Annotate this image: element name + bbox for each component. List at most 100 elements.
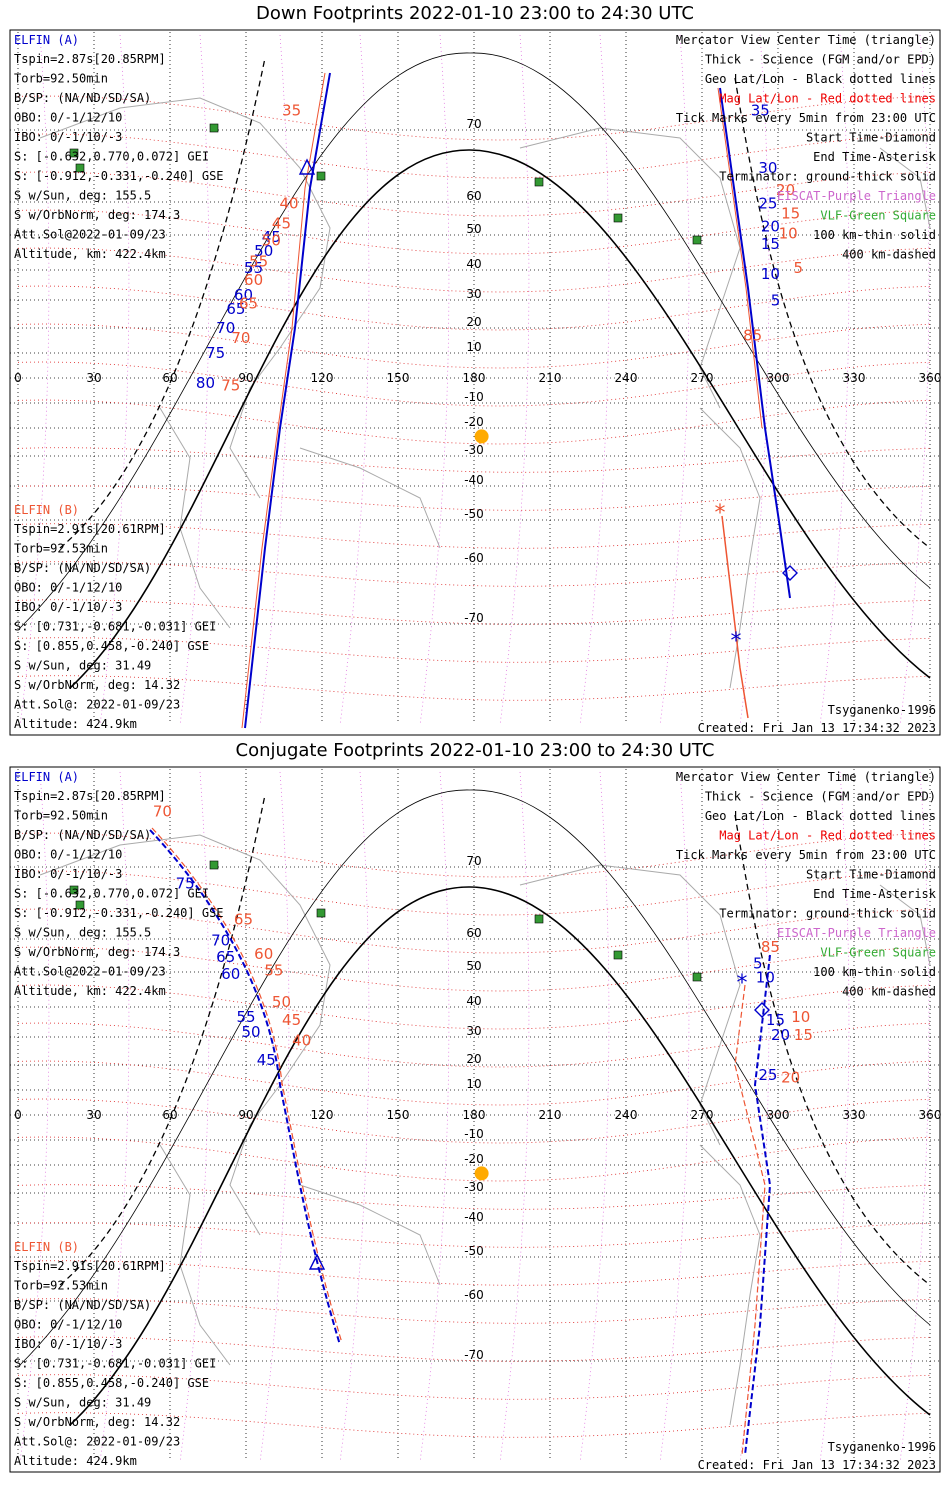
legend-line: Geo Lat/Lon - Black dotted lines <box>705 809 936 823</box>
legend-line: Terminator: ground-thick solid <box>719 170 936 184</box>
info-line-a: B/SP: (NA/ND/SD/SA) <box>14 828 151 842</box>
lat-tick-label: -60 <box>464 1288 484 1302</box>
lat-tick-label: 70 <box>466 117 481 131</box>
track-tick-label: 80 <box>196 374 215 392</box>
info-line-b: Tspin=2.91s[20.61RPM] <box>14 1259 166 1273</box>
lat-tick-label: -20 <box>464 1152 484 1166</box>
mag-lat-line <box>17 95 931 141</box>
vlf-station-square <box>316 171 326 181</box>
track-tick-label: 40 <box>292 1031 311 1049</box>
vlf-station-square <box>692 972 702 982</box>
mag-lat-line <box>17 908 931 954</box>
mag-lon-line <box>419 34 450 726</box>
start-diamond <box>754 1002 770 1018</box>
mag-lat-line <box>17 637 931 663</box>
track-tick-label: 70 <box>153 803 172 821</box>
map-frame <box>9 766 941 1473</box>
lat-tick-label: -10 <box>464 1127 484 1141</box>
mag-lat-line <box>17 599 931 625</box>
elfin-a-track-west <box>244 72 331 729</box>
track-tick-label: 25 <box>758 195 777 213</box>
track-tick-label: 45 <box>262 228 281 246</box>
mag-lat-line <box>17 285 931 331</box>
track-tick-label: 45 <box>272 214 291 232</box>
mag-lon-line <box>179 34 210 726</box>
info-line-b: S: [0.731,-0.681,-0.031] GEI <box>14 620 216 634</box>
track-tick-label: 35 <box>282 102 301 120</box>
lat-tick-label: -70 <box>464 611 484 625</box>
legend-line: Mag Lat/Lon - Red dotted lines <box>719 829 936 843</box>
track-tick-label: 15 <box>794 1026 813 1044</box>
vlf-station-square <box>209 860 219 870</box>
track-tick-label: 15 <box>761 235 780 253</box>
map-frame <box>9 29 941 736</box>
info-line-b: OBO: 0/-1/12/10 <box>14 1318 122 1332</box>
lat-tick-label: 30 <box>466 287 481 301</box>
legend-line: Thick - Science (FGM and/or EPD) <box>705 53 936 67</box>
track-tick-label: 65 <box>216 948 235 966</box>
terminator-100km <box>19 52 931 629</box>
track-tick-label: 65 <box>234 911 253 929</box>
info-line-a: Torb=92.50min <box>14 72 108 86</box>
legend-line: EISCAT-Purple Triangle <box>777 189 936 203</box>
info-line-b: OBO: 0/-1/12/10 <box>14 581 122 595</box>
footprint-tracks: ** <box>241 72 798 729</box>
info-line-a: S w/Sun, deg: 155.5 <box>14 189 151 203</box>
track-tick-label: 5 <box>793 259 803 277</box>
mag-grid <box>17 34 931 726</box>
info-line-a: Altitude, km: 422.4km <box>14 247 166 261</box>
mag-lon-line <box>899 771 930 1463</box>
track-tick-label: 70 <box>216 319 235 337</box>
legend-line: Terminator: ground-thick solid <box>719 907 936 921</box>
elfin-a-mag-track-west <box>241 72 326 729</box>
info-line-a: Tspin=2.87s[20.85RPM] <box>14 789 166 803</box>
coastline <box>519 127 741 409</box>
mag-lat-line <box>17 984 931 1030</box>
footer-created: Created: Fri Jan 13 17:34:32 2023 <box>698 1458 936 1472</box>
track-tick-label: 60 <box>234 286 253 304</box>
mag-lon-line <box>899 34 930 726</box>
info-line-b: Torb=92.53min <box>14 1279 108 1293</box>
track-tick-label: 85 <box>743 327 762 345</box>
info-elfin-a: ELFIN (A) Tspin=2.87s[20.85RPM] Torb=92.50… <box>14 770 224 998</box>
terminators <box>19 789 931 1426</box>
mag-lat-line <box>17 523 931 549</box>
info-line-a: S: [-0.912,-0.331,-0.240] GSE <box>14 169 224 183</box>
lat-tick-label: 10 <box>466 340 481 354</box>
track-tick-label: 50 <box>254 242 273 260</box>
info-line-a: S w/OrbNorm, deg: 174.3 <box>14 208 180 222</box>
legend-line: 400 km-dashed <box>842 248 936 262</box>
track-tick-label: 75 <box>176 875 195 893</box>
vlf-station-square <box>316 908 326 918</box>
map-panel-conjugate: 0 30 60 90 120 150 180 210 240 270 300 330 360706050… <box>9 766 941 1473</box>
mag-lon-line <box>19 771 50 1463</box>
info-heading-b: ELFIN (B) <box>14 1240 79 1254</box>
legend-line: 100 km-thin solid <box>813 228 936 242</box>
track-tick-label: 50 <box>262 232 281 250</box>
mag-lat-line <box>17 832 931 878</box>
legend-right: Mercator View Center Time (triangle) Thic… <box>676 770 937 999</box>
track-tick-label: 45 <box>282 1011 301 1029</box>
info-line-b: S w/OrbNorm, deg: 14.32 <box>14 678 180 692</box>
lat-tick-label: -40 <box>464 473 484 487</box>
mag-lat-line <box>17 1336 931 1362</box>
vlf-station-square <box>75 900 85 910</box>
track-tick-label: 60 <box>221 965 240 983</box>
legend-line: Mercator View Center Time (triangle) <box>676 33 936 47</box>
footer-model: Tsyganenko-1996 <box>828 703 936 717</box>
panel-title-conjugate: Conjugate Footprints 2022-01-10 23:00 to… <box>235 740 715 761</box>
mag-lat-line <box>17 675 931 701</box>
track-tick-label: 70 <box>211 932 230 950</box>
info-line-b: B/SP: (NA/ND/SD/SA) <box>14 561 151 575</box>
info-line-b: IBO: 0/-1/10/-3 <box>14 1337 122 1351</box>
map-grid: 0 30 60 90 120 150 180 210 240 270 300 330 360706050… <box>10 769 941 1460</box>
legend-line: VLF-Green Square <box>820 946 936 960</box>
legend-line: Tick Marks every 5min from 23:00 UTC <box>676 848 936 862</box>
vlf-station-square <box>692 235 702 245</box>
track-tick-label: 75 <box>206 344 225 362</box>
info-line-a: S: [-0.632,0.770,0.072] GEI <box>14 150 209 164</box>
info-line-b: S: [0.855,0.458,-0.240] GSE <box>14 1376 209 1390</box>
lat-tick-label: -40 <box>464 1210 484 1224</box>
track-tick-label: 70 <box>231 329 250 347</box>
terminator-100km <box>19 789 931 1366</box>
